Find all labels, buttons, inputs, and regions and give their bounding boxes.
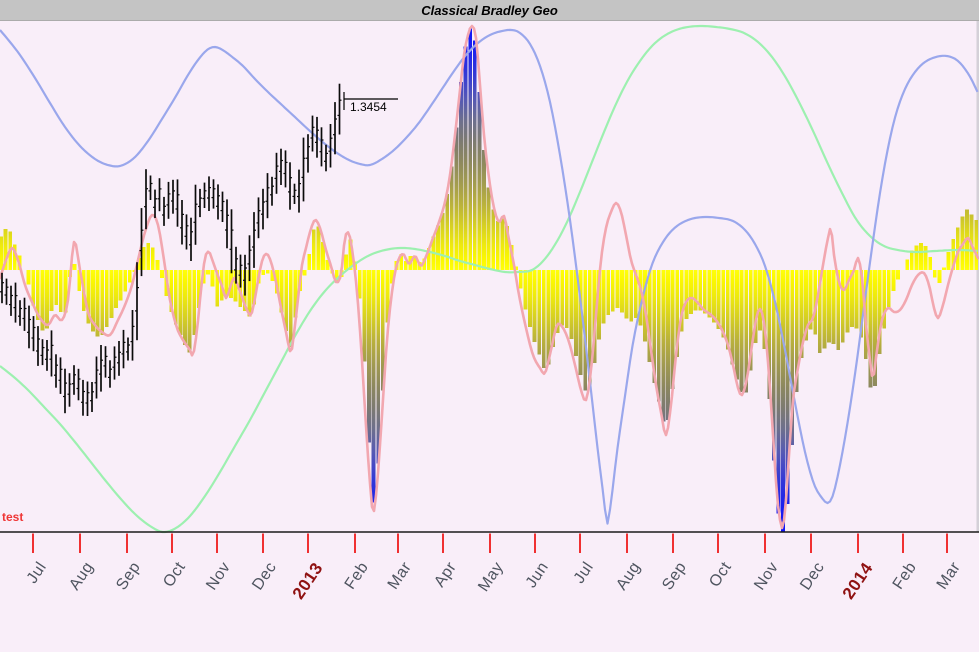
x-axis-ticks <box>32 533 948 553</box>
title-bar: Classical Bradley Geo <box>0 0 979 21</box>
last-price-value: 1.3454 <box>350 100 387 114</box>
bradley-pink-line <box>0 24 979 530</box>
chart-title: Classical Bradley Geo <box>421 2 558 18</box>
price-bars <box>0 83 342 416</box>
watermark-label: test <box>2 510 24 524</box>
plot-right-edge <box>976 21 979 532</box>
last-price-callout: 1.3454 <box>343 92 398 114</box>
cycle-blue-line <box>0 28 979 525</box>
bradley-histogram <box>0 28 979 532</box>
